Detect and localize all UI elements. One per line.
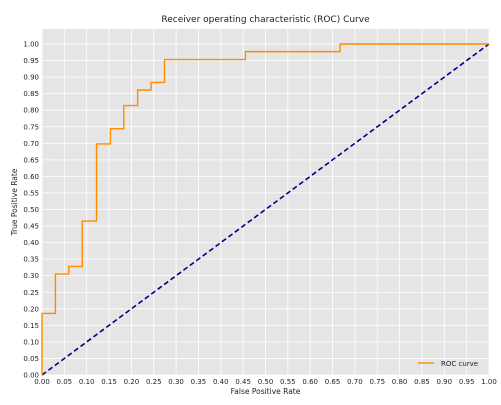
y-tick-label: 0.15 [23, 322, 39, 330]
x-tick-label: 0.10 [79, 378, 95, 386]
x-tick-label: 0.05 [57, 378, 73, 386]
x-tick-label: 0.55 [280, 378, 296, 386]
chart-title: Receiver operating characteristic (ROC) … [161, 15, 370, 25]
x-tick-label: 0.50 [258, 378, 274, 386]
x-tick-label: 0.30 [168, 378, 184, 386]
legend-label-roc: ROC curve [441, 360, 478, 368]
x-tick-label: 0.15 [101, 378, 117, 386]
x-tick-label: 0.25 [146, 378, 162, 386]
y-tick-label: 0.80 [23, 107, 39, 115]
y-tick-label: 0.35 [23, 256, 39, 264]
x-tick-label: 0.60 [302, 378, 318, 386]
y-axis-label: True Positive Rate [10, 168, 19, 236]
x-tick-label: 0.85 [414, 378, 430, 386]
y-tick-label: 0.25 [23, 289, 39, 297]
y-tick-label: 0.60 [23, 173, 39, 181]
y-tick-label: 0.30 [23, 272, 39, 280]
y-tick-label: 0.50 [23, 206, 39, 214]
legend: ROC curve [418, 360, 478, 368]
y-tick-label: 0.45 [23, 223, 39, 231]
x-tick-label: 0.80 [392, 378, 408, 386]
grid [41, 29, 490, 376]
y-tick-label: 0.55 [23, 189, 39, 197]
y-tick-label: 0.85 [23, 90, 39, 98]
roc-points [41, 43, 490, 376]
y-tick-label: 0.75 [23, 123, 39, 131]
y-tick-label: 0.00 [23, 372, 39, 380]
y-tick-label: 1.00 [23, 41, 39, 49]
y-tick-labels: 0.00 0.05 0.10 0.15 0.20 0.25 0.30 0.35 0.40 0.45… [23, 41, 39, 380]
y-tick-label: 0.05 [23, 355, 39, 363]
x-tick-label: 0.65 [325, 378, 341, 386]
x-tick-label: 0.70 [347, 378, 363, 386]
y-tick-label: 0.90 [23, 74, 39, 82]
x-tick-labels: 0.00 0.05 0.10 0.15 0.20 0.25 0.30 0.35 0.40 0.45… [34, 378, 497, 386]
y-tick-label: 0.70 [23, 140, 39, 148]
y-tick-label: 0.40 [23, 239, 39, 247]
x-tick-label: 0.35 [191, 378, 207, 386]
x-tick-label: 0.45 [235, 378, 251, 386]
x-tick-label: 0.40 [213, 378, 229, 386]
y-tick-label: 0.20 [23, 305, 39, 313]
x-tick-label: 0.95 [459, 378, 475, 386]
y-tick-label: 0.95 [23, 57, 39, 65]
x-tick-label: 1.00 [481, 378, 497, 386]
x-tick-label: 0.20 [124, 378, 140, 386]
y-tick-label: 0.65 [23, 156, 39, 164]
x-tick-label: 0.75 [369, 378, 385, 386]
x-axis-label: False Positive Rate [231, 387, 301, 396]
x-tick-label: 0.90 [437, 378, 453, 386]
x-tick-label: 0.00 [34, 378, 50, 386]
diagonal-reference-line [41, 43, 490, 376]
y-tick-label: 0.10 [23, 338, 39, 346]
